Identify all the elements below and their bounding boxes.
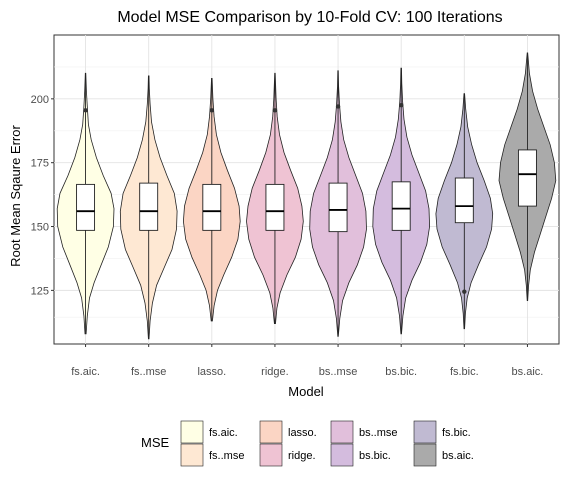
violin-group-fs.aic. [56, 72, 115, 335]
y-tick-label: 200 [31, 94, 49, 106]
legend-key [259, 443, 283, 467]
violin-group-bs.aic. [498, 52, 557, 301]
legend-key [180, 443, 204, 467]
box-ridge. [265, 183, 285, 231]
x-tick-label: fs..mse [131, 366, 166, 378]
violin-group-lasso. [182, 78, 241, 322]
violins [56, 52, 557, 340]
legend-item-fs.bic.: fs.bic. [413, 420, 471, 444]
legend-item-bs..mse: bs..mse [330, 420, 398, 444]
legend-label: bs.bic. [359, 450, 391, 462]
x-tick-label: bs.bic. [385, 366, 417, 378]
legend-key [330, 443, 354, 467]
y-tick-label: 125 [31, 285, 49, 297]
legend-label: fs.aic. [209, 427, 238, 439]
violin-group-ridge. [246, 72, 304, 324]
legend-key [180, 420, 204, 444]
y-tick-label: 175 [31, 158, 49, 170]
legend-title: MSE [141, 435, 170, 450]
violin-group-bs.bic. [372, 67, 431, 335]
x-tick-label: fs.bic. [450, 366, 479, 378]
box-bs.aic. [517, 149, 537, 207]
outlier-point [462, 289, 467, 294]
x-tick-label: lasso. [197, 366, 226, 378]
legend-key [259, 420, 283, 444]
legend-key [413, 443, 437, 467]
box-fs.aic. [76, 183, 96, 231]
legend-item-fs..mse: fs..mse [180, 443, 244, 467]
chart-title: Model MSE Comparison by 10-Fold CV: 100 … [117, 9, 502, 26]
x-axis: fs.aic. fs..mse lasso. ridge. bs..mse bs.bic.… [71, 344, 543, 378]
x-axis-label: Model [288, 384, 324, 399]
box-fs..mse [139, 182, 159, 231]
legend-label: lasso. [288, 427, 317, 439]
legend-item-lasso.: lasso. [259, 420, 317, 444]
box-bs..mse [328, 182, 348, 233]
legend-key [330, 420, 354, 444]
violin-group-fs..mse [119, 75, 178, 340]
legend-label: bs..mse [359, 427, 398, 439]
x-tick-label: bs.aic. [512, 366, 544, 378]
outlier-point [209, 108, 215, 113]
legend-label: fs..mse [209, 450, 244, 462]
legend-key [413, 420, 437, 444]
y-axis: 125 150 175 200 [31, 94, 54, 297]
outlier-point [83, 108, 88, 113]
legend-item-bs.bic.: bs.bic. [330, 443, 391, 467]
x-tick-label: fs.aic. [71, 366, 100, 378]
legend: MSE fs.aic. fs..mse lasso. ridge. bs..mse bs.… [141, 420, 474, 467]
legend-label: bs.aic. [442, 450, 474, 462]
x-tick-label: bs..mse [319, 366, 358, 378]
outlier-point [335, 104, 341, 109]
legend-label: fs.bic. [442, 427, 471, 439]
legend-label: ridge. [288, 450, 316, 462]
box-bs.bic. [391, 181, 411, 231]
x-tick-label: ridge. [261, 366, 289, 378]
legend-item-bs.aic.: bs.aic. [413, 443, 474, 467]
violin-group-bs..mse [309, 70, 367, 337]
y-axis-label: Root Mean Sqaure Error [8, 125, 23, 267]
y-tick-label: 150 [31, 222, 49, 234]
outlier-point [398, 103, 404, 108]
legend-item-ridge.: ridge. [259, 443, 316, 467]
box-fs.bic. [454, 177, 474, 224]
violin-group-fs.bic. [435, 93, 494, 330]
legend-item-fs.aic.: fs.aic. [180, 420, 238, 444]
outlier-point [272, 108, 278, 113]
box-lasso. [202, 183, 222, 231]
